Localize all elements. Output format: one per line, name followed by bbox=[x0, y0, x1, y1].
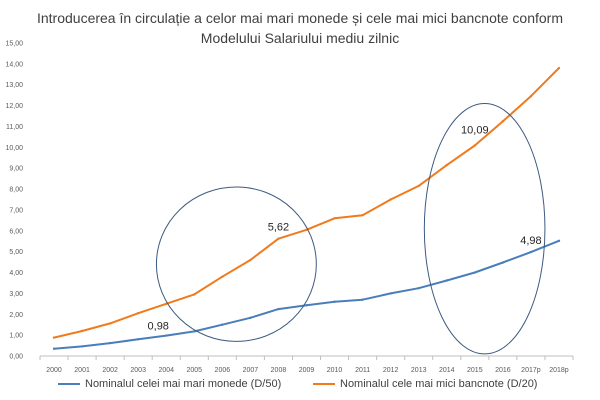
y-tick-label: 12,00 bbox=[5, 103, 23, 110]
y-tick-label: 6,00 bbox=[9, 228, 23, 235]
data-point-series-0 bbox=[305, 304, 308, 307]
data-point-series-1 bbox=[52, 336, 56, 339]
data-point-series-0 bbox=[249, 316, 252, 320]
data-point-series-0 bbox=[445, 279, 448, 282]
y-tick-label: 10,00 bbox=[5, 145, 23, 152]
series-line-1 bbox=[53, 67, 560, 339]
data-point-series-1 bbox=[221, 275, 224, 278]
x-tick-label: 2013 bbox=[411, 367, 427, 374]
y-tick-label: 14,00 bbox=[5, 61, 23, 68]
data-point-series-1 bbox=[361, 213, 364, 217]
y-tick-label: 13,00 bbox=[5, 82, 23, 89]
y-tick-label: 4,00 bbox=[9, 270, 23, 277]
legend-label-series-1: Nominalul cele mai mici bancnote (D/20) bbox=[340, 378, 538, 390]
legend-label-series-0: Nominalul celei mai mari monede (D/50) bbox=[85, 378, 282, 390]
chart-title: Introducerea în circulație a celor mai m… bbox=[36, 10, 563, 26]
x-tick-label: 2002 bbox=[102, 367, 118, 374]
data-point-series-1 bbox=[136, 312, 140, 315]
y-tick-label: 3,00 bbox=[9, 291, 23, 298]
series-line-0 bbox=[53, 239, 560, 350]
data-point-series-0 bbox=[473, 271, 477, 274]
data-point-series-1 bbox=[333, 217, 336, 220]
data-point-series-1 bbox=[80, 329, 84, 333]
data-point-series-1 bbox=[473, 144, 477, 147]
x-tick-label: 2003 bbox=[130, 367, 146, 374]
legend-swatch-series-1 bbox=[313, 383, 335, 385]
data-label: 0,98 bbox=[148, 321, 169, 333]
data-point-series-0 bbox=[389, 292, 392, 295]
y-tick-label: 9,00 bbox=[9, 166, 23, 173]
x-tick-label: 2006 bbox=[215, 367, 231, 374]
data-point-series-0 bbox=[165, 334, 168, 337]
y-tick-label: 1,00 bbox=[9, 333, 23, 340]
x-tick-label: 2009 bbox=[299, 367, 315, 374]
x-tick-label: 2015 bbox=[467, 367, 483, 374]
x-tick-label: 2018p bbox=[549, 367, 569, 374]
data-point-series-1 bbox=[108, 322, 112, 325]
chart-subtitle: Modelului Salariului mediu zilnic bbox=[200, 30, 400, 46]
y-tick-label: 2,00 bbox=[9, 312, 23, 319]
x-tick-label: 2000 bbox=[46, 367, 62, 374]
x-tick-label: 2011 bbox=[355, 367, 370, 374]
data-point-series-0 bbox=[52, 347, 56, 350]
data-point-series-1 bbox=[193, 293, 196, 296]
y-tick-label: 8,00 bbox=[9, 187, 23, 194]
x-tick-label: 2008 bbox=[271, 367, 287, 374]
y-tick-label: 15,00 bbox=[5, 41, 23, 48]
data-point-series-0 bbox=[80, 345, 84, 348]
data-point-series-0 bbox=[221, 323, 224, 326]
data-point-series-1 bbox=[529, 95, 533, 98]
legend-item-series-0: Nominalul celei mai mari monede (D/50) bbox=[58, 378, 281, 390]
x-tick-label: 2012 bbox=[383, 367, 399, 374]
x-tick-label: 2010 bbox=[327, 367, 343, 374]
highlight-ellipse-0 bbox=[155, 186, 317, 342]
data-point-series-0 bbox=[333, 300, 336, 303]
data-label: 4,98 bbox=[520, 235, 541, 247]
data-point-series-1 bbox=[501, 120, 505, 123]
x-tick-label: 2001 bbox=[74, 367, 90, 374]
x-tick-label: 2016 bbox=[495, 367, 511, 374]
data-point-series-1 bbox=[277, 237, 280, 240]
y-tick-label: 5,00 bbox=[9, 249, 23, 256]
data-point-series-1 bbox=[417, 184, 420, 188]
y-tick-label: 7,00 bbox=[9, 207, 23, 214]
x-tick-label: 2005 bbox=[187, 367, 203, 374]
highlight-ellipse-1 bbox=[423, 103, 546, 355]
y-tick-label: 11,00 bbox=[6, 124, 23, 131]
data-point-series-0 bbox=[529, 250, 533, 254]
data-point-series-0 bbox=[136, 338, 140, 341]
x-tick-label: 2004 bbox=[158, 367, 174, 374]
data-label: 5,62 bbox=[268, 222, 289, 234]
data-point-series-0 bbox=[557, 239, 561, 243]
x-tick-label: 2017p bbox=[521, 367, 541, 374]
data-point-series-0 bbox=[108, 341, 112, 345]
data-point-series-0 bbox=[361, 298, 364, 301]
data-point-series-1 bbox=[249, 258, 252, 262]
legend-item-series-1: Nominalul cele mai mici bancnote (D/20) bbox=[313, 378, 537, 390]
x-tick-label: 2014 bbox=[439, 367, 455, 374]
x-tick-label: 2007 bbox=[243, 367, 259, 374]
data-point-series-0 bbox=[501, 261, 505, 264]
data-point-series-1 bbox=[389, 198, 392, 201]
data-point-series-0 bbox=[417, 286, 420, 290]
data-point-series-1 bbox=[445, 163, 448, 167]
legend: Nominalul celei mai mari monede (D/50) N… bbox=[0, 378, 600, 396]
data-label: 10,09 bbox=[461, 124, 489, 136]
data-point-series-1 bbox=[557, 66, 561, 70]
y-tick-label: 0,00 bbox=[9, 354, 23, 361]
legend-swatch-series-0 bbox=[58, 383, 80, 385]
data-point-series-0 bbox=[277, 307, 280, 311]
